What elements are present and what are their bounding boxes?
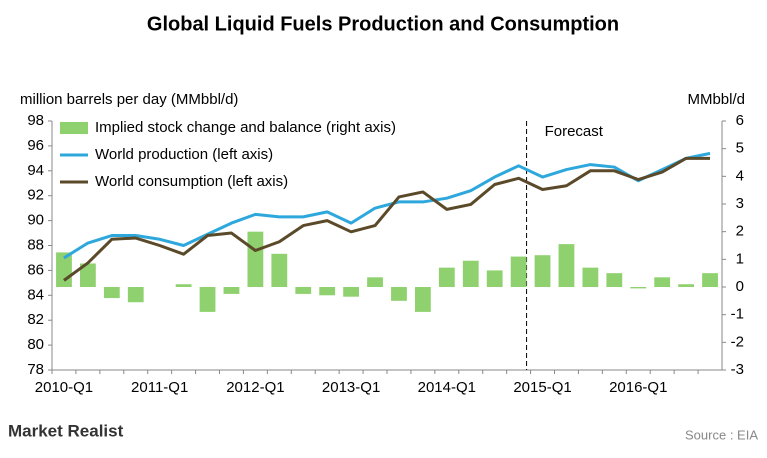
bar xyxy=(654,277,671,287)
y-tick-label: 86 xyxy=(27,261,44,278)
bar xyxy=(678,284,695,287)
bar xyxy=(391,287,407,301)
bar xyxy=(702,273,718,287)
y2-tick-label: 4 xyxy=(736,167,744,184)
bar xyxy=(175,284,192,287)
y-tick-label: 82 xyxy=(27,311,44,328)
x-tick-label: 2012-Q1 xyxy=(226,379,284,396)
y-tick-label: 88 xyxy=(27,236,44,253)
bar xyxy=(79,263,96,287)
line xyxy=(63,156,711,282)
bar xyxy=(558,244,575,287)
forecast-label: Forecast xyxy=(545,123,604,140)
legend-label: World production (left axis) xyxy=(95,146,273,163)
x-tick-label: 2010-Q1 xyxy=(35,379,93,396)
line xyxy=(63,151,711,260)
y-tick-label: 92 xyxy=(27,187,44,204)
bar xyxy=(606,273,623,287)
y-axis-label: million barrels per day (MMbbl/d) xyxy=(20,91,238,108)
y-tick-label: 90 xyxy=(27,212,44,229)
chart-title: Global Liquid Fuels Production and Consu… xyxy=(147,13,619,35)
bar xyxy=(223,287,240,294)
y-tick-label: 96 xyxy=(27,137,44,154)
x-tick-label: 2016-Q1 xyxy=(609,379,667,396)
brand: Market Realist xyxy=(8,421,124,440)
y2-tick-label: 5 xyxy=(736,140,744,157)
x-tick-label: 2015-Q1 xyxy=(513,379,571,396)
y-tick-label: 80 xyxy=(27,336,44,353)
bar xyxy=(414,287,431,312)
y2-axis-label: MMbbl/d xyxy=(687,91,745,108)
y-tick-label: 84 xyxy=(27,286,44,303)
y-tick-label: 98 xyxy=(27,112,44,129)
y2-tick-label: 3 xyxy=(736,195,744,212)
bar xyxy=(271,253,288,287)
y-tick-label: 94 xyxy=(27,162,44,179)
y2-tick-label: 6 xyxy=(736,112,744,129)
y2-tick-label: -1 xyxy=(731,306,744,323)
x-tick-label: 2014-Q1 xyxy=(418,379,476,396)
y2-tick-label: 2 xyxy=(736,223,744,240)
legend-label: World consumption (left axis) xyxy=(95,173,288,190)
x-tick-label: 2011-Q1 xyxy=(131,379,188,396)
bar xyxy=(247,231,264,287)
bar xyxy=(630,287,647,289)
y2-tick-label: 0 xyxy=(736,278,744,295)
bar xyxy=(582,267,599,287)
bar xyxy=(199,287,216,312)
bar xyxy=(343,287,360,297)
bar xyxy=(127,287,144,303)
y2-tick-label: -2 xyxy=(731,333,744,350)
bar xyxy=(534,255,551,287)
y2-tick-label: -3 xyxy=(731,361,744,378)
bar xyxy=(486,270,503,287)
source: Source : EIA xyxy=(685,427,758,442)
y-tick-label: 78 xyxy=(27,361,44,378)
legend-label: Implied stock change and balance (right … xyxy=(95,119,396,136)
x-tick-label: 2013-Q1 xyxy=(322,379,380,396)
bar xyxy=(462,260,479,287)
bar xyxy=(510,256,527,287)
legend-swatch xyxy=(60,122,88,134)
bar xyxy=(319,287,336,296)
bar xyxy=(103,287,120,299)
bar xyxy=(367,277,383,287)
bar xyxy=(295,287,312,294)
bar xyxy=(438,267,455,287)
y2-tick-label: 1 xyxy=(736,250,744,267)
